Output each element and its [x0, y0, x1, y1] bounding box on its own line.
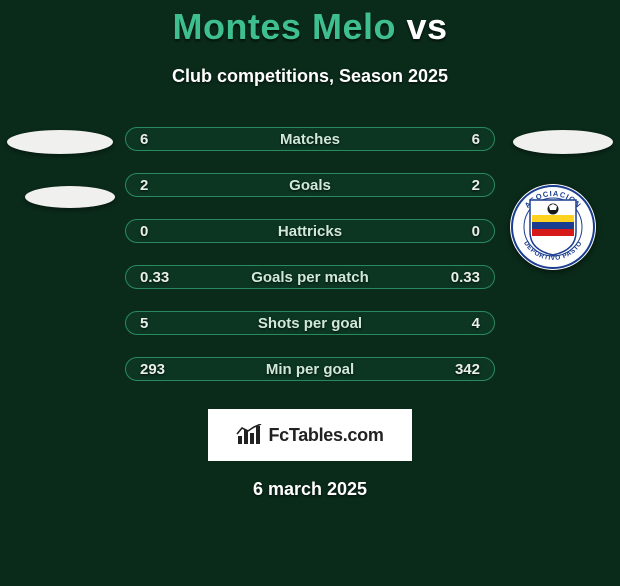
page-title: Montes Melo vs	[0, 6, 620, 48]
stat-label: Matches	[280, 131, 340, 148]
stat-right: 2	[472, 177, 480, 194]
stat-label: Goals per match	[251, 269, 369, 286]
subtitle: Club competitions, Season 2025	[0, 66, 620, 87]
club-badge-pasto: ASOCIACION DEPORTIVO PASTO	[510, 184, 596, 270]
stat-left: 0	[140, 223, 148, 240]
stat-left: 0.33	[140, 269, 169, 286]
player-1-name: Montes Melo	[172, 6, 396, 47]
stat-row-goals: 2 Goals 2	[125, 173, 495, 197]
brand-text: FcTables.com	[268, 425, 383, 446]
player-1-logo-placeholder	[7, 130, 113, 154]
badge-shield	[528, 198, 578, 256]
stat-right: 0	[472, 223, 480, 240]
stat-row-hattricks: 0 Hattricks 0	[125, 219, 495, 243]
player-2-logo-placeholder	[513, 130, 613, 154]
stat-left: 2	[140, 177, 148, 194]
brand-box[interactable]: FcTables.com	[208, 409, 412, 461]
stat-right: 0.33	[451, 269, 480, 286]
stat-row-matches: 6 Matches 6	[125, 127, 495, 151]
stat-row-min-per-goal: 293 Min per goal 342	[125, 357, 495, 381]
stat-left: 6	[140, 131, 148, 148]
stat-label: Hattricks	[278, 223, 342, 240]
date: 6 march 2025	[0, 479, 620, 500]
stats-table: 6 Matches 6 2 Goals 2 0 Hattricks 0 0.33…	[125, 127, 495, 381]
player-1-club-logo-placeholder	[25, 186, 115, 208]
stat-right: 6	[472, 131, 480, 148]
stat-right: 342	[455, 361, 480, 378]
stat-row-shots-per-goal: 5 Shots per goal 4	[125, 311, 495, 335]
stat-left: 293	[140, 361, 165, 378]
stat-label: Min per goal	[266, 361, 354, 378]
stat-row-goals-per-match: 0.33 Goals per match 0.33	[125, 265, 495, 289]
stat-label: Shots per goal	[258, 315, 362, 332]
stat-label: Goals	[289, 177, 331, 194]
stat-right: 4	[472, 315, 480, 332]
bar-chart-icon	[236, 424, 262, 446]
vs-text: vs	[406, 6, 447, 47]
stat-left: 5	[140, 315, 148, 332]
